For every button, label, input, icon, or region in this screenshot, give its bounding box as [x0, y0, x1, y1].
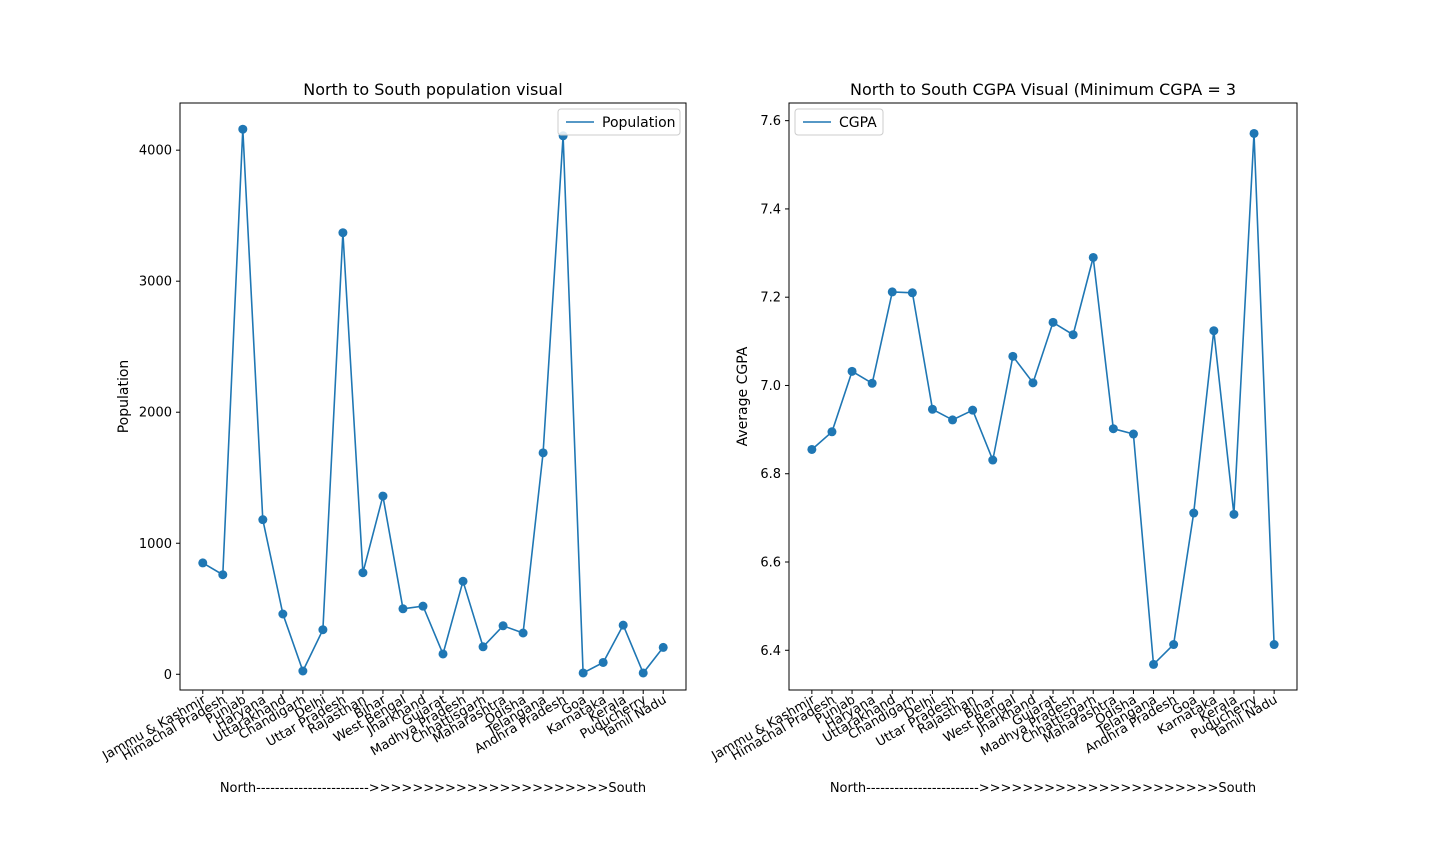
cgpa-data-point: [927, 404, 937, 414]
cgpa-series-line: [811, 133, 1275, 667]
population-data-point: [198, 558, 208, 568]
cgpa-x-axis-label: North------------------------>>>>>>>>>>>…: [830, 781, 1256, 796]
cgpa-legend-label: CGPA: [839, 115, 877, 131]
population-data-point: [358, 568, 368, 578]
cgpa-data-point: [887, 287, 897, 297]
cgpa-data-point: [1229, 509, 1239, 519]
cgpa-data-point: [1169, 640, 1179, 650]
cgpa-x-tick-label: Himachal Pradesh: [729, 692, 838, 764]
population-legend-label: Population: [602, 115, 676, 131]
population-series-line: [202, 129, 664, 675]
population-data-point: [258, 515, 268, 525]
cgpa-data-point: [968, 405, 978, 415]
cgpa-data-point: [1048, 317, 1058, 327]
cgpa-data-point: [1008, 351, 1018, 361]
cgpa-data-point: [1149, 659, 1159, 669]
cgpa-data-point: [988, 455, 998, 465]
population-data-point: [418, 601, 428, 611]
population-y-tick-label: 1000: [139, 537, 172, 552]
population-chart-title: North to South population visual: [303, 80, 562, 99]
population-data-point: [278, 609, 288, 619]
cgpa-data-point: [1108, 424, 1118, 434]
population-data-point: [598, 657, 608, 667]
population-legend: Population: [557, 108, 681, 136]
cgpa-chart-title: North to South CGPA Visual (Minimum CGPA…: [850, 80, 1236, 99]
cgpa-legend: CGPA: [794, 108, 884, 136]
cgpa-y-tick-label: 7.0: [760, 379, 781, 394]
cgpa-data-point: [907, 288, 917, 298]
population-data-point: [658, 642, 668, 652]
cgpa-y-axis-label: Average CGPA: [735, 346, 751, 446]
cgpa-y-tick-label: 7.2: [760, 291, 781, 306]
population-x-tick-label: Jammu & Kashmir: [99, 692, 209, 764]
cgpa-y-tick-label: 7.4: [760, 202, 781, 217]
population-y-tick-label: 0: [164, 668, 172, 683]
cgpa-data-point: [1028, 378, 1038, 388]
population-data-point: [218, 570, 228, 580]
cgpa-data-point: [847, 366, 857, 376]
cgpa-data-point: [1269, 640, 1279, 650]
cgpa-x-tick-label: Jammu & Kashmir: [708, 692, 818, 764]
population-data-point: [518, 628, 528, 638]
cgpa-y-tick-label: 6.4: [760, 644, 781, 659]
cgpa-data-point: [867, 378, 877, 388]
cgpa-data-point: [1209, 326, 1219, 336]
cgpa-chart: North to South CGPA Visual (Minimum CGPA…: [708, 80, 1298, 796]
population-data-point: [578, 668, 588, 678]
population-axes-frame: [179, 102, 687, 691]
population-data-point: [478, 642, 488, 652]
population-data-point: [638, 668, 648, 678]
cgpa-data-point: [1249, 128, 1259, 138]
cgpa-y-tick-label: 6.8: [760, 467, 781, 482]
cgpa-data-point: [827, 427, 837, 437]
population-data-point: [458, 576, 468, 586]
population-data-point: [498, 621, 508, 631]
cgpa-legend-box: [794, 108, 884, 136]
population-data-point: [318, 625, 328, 635]
cgpa-y-tick-label: 7.6: [760, 114, 781, 129]
population-y-tick-label: 3000: [139, 275, 172, 290]
population-data-point: [298, 666, 308, 676]
population-x-axis-label: North------------------------>>>>>>>>>>>…: [220, 781, 646, 796]
population-y-axis-label: Population: [116, 360, 132, 434]
cgpa-data-point: [948, 415, 958, 425]
cgpa-data-point: [807, 444, 817, 454]
population-x-tick-label: Himachal Pradesh: [120, 692, 229, 764]
population-y-tick-label: 2000: [139, 406, 172, 421]
cgpa-data-point: [1088, 252, 1098, 262]
population-data-point: [438, 649, 448, 659]
population-data-point: [538, 448, 548, 458]
population-data-point: [398, 604, 408, 614]
cgpa-data-point: [1128, 429, 1138, 439]
population-y-tick-label: 4000: [139, 144, 172, 159]
population-data-point: [238, 124, 248, 134]
cgpa-y-tick-label: 6.6: [760, 556, 781, 571]
population-legend-box: [557, 108, 681, 136]
cgpa-data-point: [1068, 330, 1078, 340]
population-data-point: [618, 620, 628, 630]
population-data-point: [338, 228, 348, 238]
cgpa-axes-frame: [788, 102, 1298, 691]
population-chart: North to South population visual 0 1000 200…: [99, 80, 687, 796]
population-data-point: [378, 491, 388, 501]
cgpa-data-point: [1189, 508, 1199, 518]
